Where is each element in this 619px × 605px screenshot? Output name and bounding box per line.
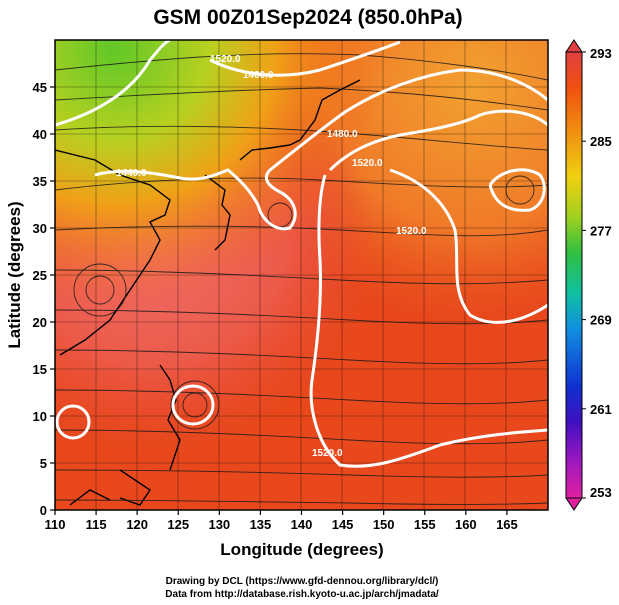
colorbar-tick-label: 261 bbox=[590, 402, 612, 417]
x-tick-label: 125 bbox=[167, 517, 189, 532]
colorbar-tick-label: 277 bbox=[590, 223, 612, 238]
colorbar-tick-label: 285 bbox=[590, 134, 612, 149]
x-tick-label: 150 bbox=[373, 517, 395, 532]
x-tick-label: 115 bbox=[86, 517, 107, 532]
y-tick-label: 10 bbox=[33, 409, 47, 424]
colorbar-top-arrow bbox=[565, 39, 583, 53]
y-axis-label: Latitude (degrees) bbox=[5, 201, 24, 348]
contour-label: 1520.0 bbox=[352, 158, 383, 169]
contour-label: 1520.0 bbox=[210, 54, 241, 65]
y-axis: 0 5 10 15 20 25 30 35 40 45 bbox=[33, 80, 55, 518]
colorbar-gradient bbox=[565, 51, 583, 499]
y-tick-label: 0 bbox=[40, 503, 47, 518]
y-tick-label: 20 bbox=[33, 315, 47, 330]
y-tick-label: 45 bbox=[33, 80, 47, 95]
x-tick-label: 165 bbox=[496, 517, 518, 532]
x-tick-label: 145 bbox=[332, 517, 354, 532]
x-tick-label: 130 bbox=[208, 517, 230, 532]
contour-labels: 1400.0 1440.0 1480.0 1520.0 1520.0 1520.… bbox=[116, 54, 427, 459]
height-contours bbox=[55, 40, 548, 468]
x-axis-label: Longitude (degrees) bbox=[220, 540, 383, 559]
contour-label: 1440.0 bbox=[116, 168, 147, 179]
contour-label: 1480.0 bbox=[327, 129, 358, 140]
contour-label: 1520.0 bbox=[396, 226, 427, 237]
x-axis: 110 115 120 125 130 135 140 145 150 155 160 165 bbox=[45, 510, 518, 532]
y-tick-label: 30 bbox=[33, 221, 47, 236]
chart-title: GSM 00Z01Sep2024 (850.0hPa) bbox=[153, 6, 462, 29]
x-tick-label: 120 bbox=[126, 517, 148, 532]
colorbar-bottom-arrow bbox=[565, 497, 583, 511]
map-panel: 1400.0 1440.0 1480.0 1520.0 1520.0 1520.… bbox=[55, 40, 548, 510]
x-tick-label: 135 bbox=[250, 517, 272, 532]
x-tick-label: 140 bbox=[291, 517, 313, 532]
y-tick-label: 25 bbox=[33, 268, 47, 283]
credit-data: Data from http://database.rish.kyoto-u.a… bbox=[165, 589, 439, 600]
x-tick-label: 155 bbox=[414, 517, 436, 532]
contour-label: 1400.0 bbox=[243, 70, 274, 81]
contour-label: 1520.0 bbox=[312, 448, 343, 459]
y-tick-label: 35 bbox=[33, 174, 47, 189]
x-tick-label: 160 bbox=[455, 517, 477, 532]
colorbar-tick-label: 269 bbox=[590, 313, 612, 328]
grid-lines bbox=[55, 40, 548, 510]
credit-drawing: Drawing by DCL (https://www.gfd-dennou.o… bbox=[166, 576, 439, 587]
colorbar: 293 285 277 269 261 253 bbox=[565, 39, 612, 511]
colorbar-tick-label: 293 bbox=[590, 46, 612, 61]
y-tick-label: 5 bbox=[40, 456, 47, 471]
x-tick-label: 110 bbox=[45, 517, 66, 532]
y-tick-label: 15 bbox=[33, 362, 47, 377]
colorbar-tick-label: 253 bbox=[590, 485, 612, 500]
y-tick-label: 40 bbox=[33, 127, 47, 142]
